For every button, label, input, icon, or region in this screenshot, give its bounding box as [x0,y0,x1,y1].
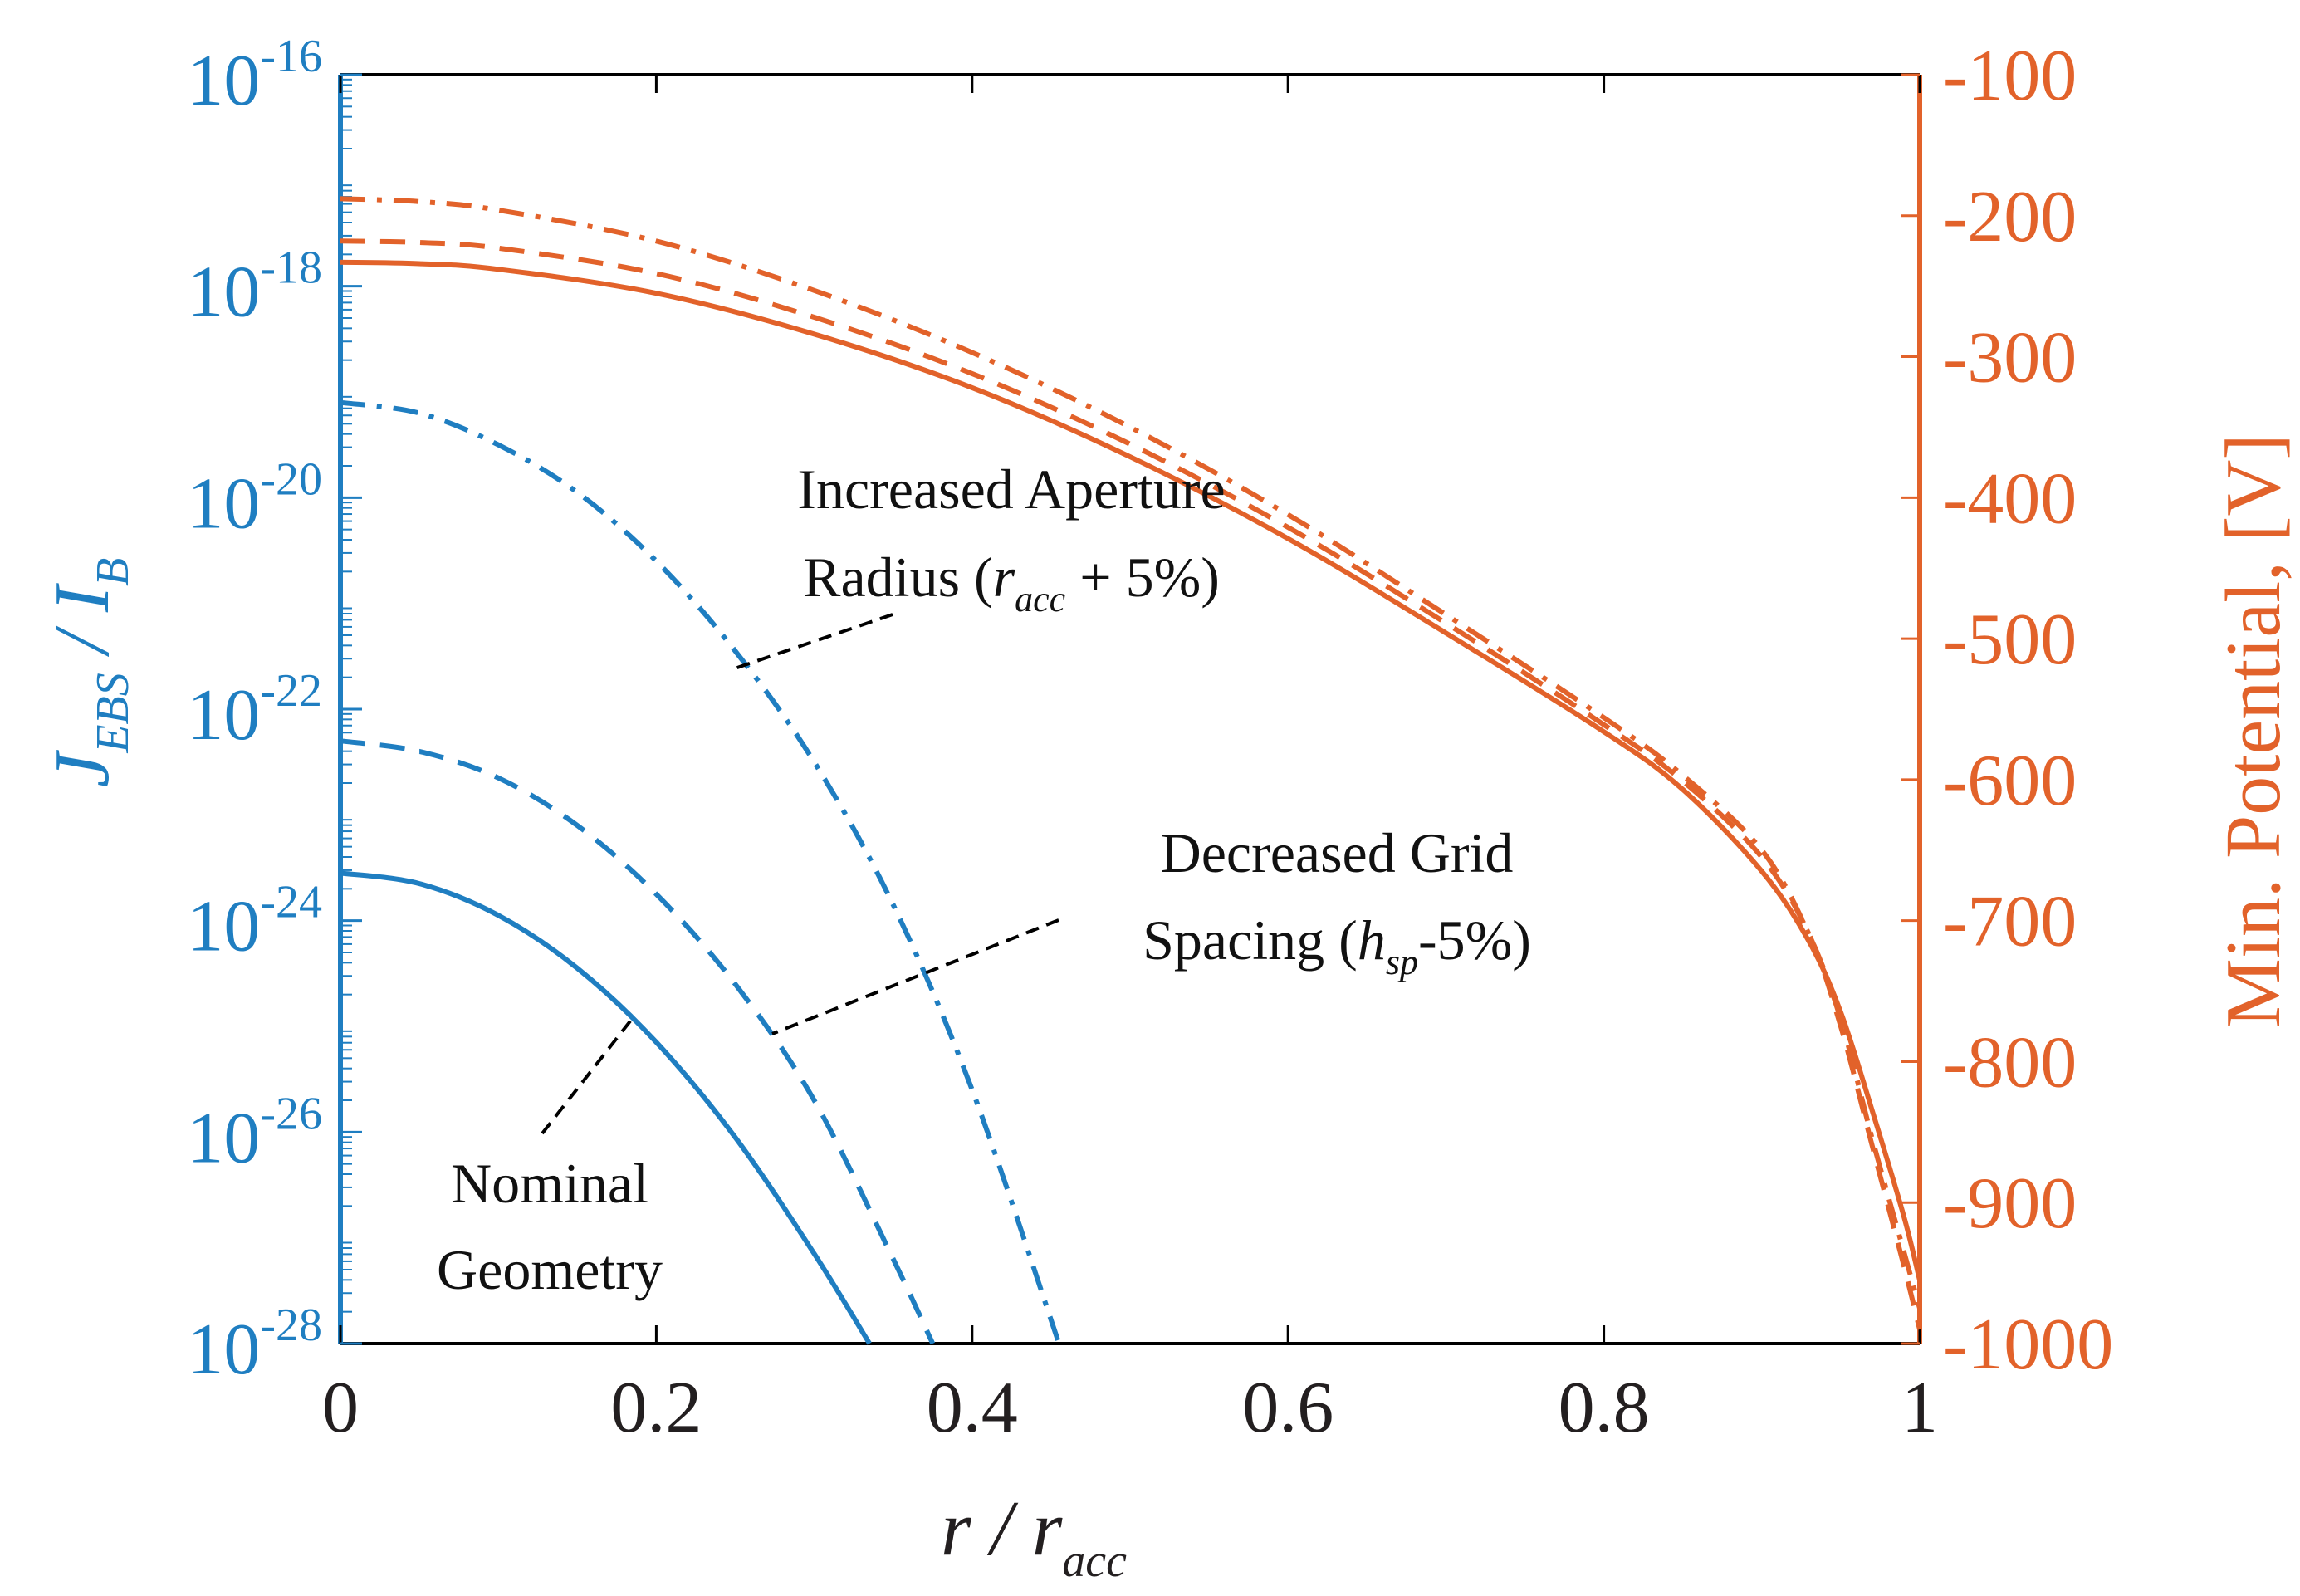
left-tick-exponent: -24 [260,877,322,928]
annotation-aperture-line1: Increased Aperture [797,458,1225,521]
x-axis-title-main: r / r [941,1486,1063,1572]
annotation-aperture-text-d: + 5%) [1065,546,1220,609]
x-tick-label: 0.2 [610,1368,702,1448]
left-tick-exponent: -28 [260,1300,322,1351]
right-tick-label: -400 [1943,458,2077,539]
left-tick-base: 10 [187,252,260,333]
annotation-aperture-sub: acc [1015,579,1066,619]
series-left-dashed-line [340,738,936,1345]
right-tick-label: -200 [1943,177,2077,257]
left-tick-label: 10-16 [187,31,322,121]
left-tick-base: 10 [187,887,260,967]
annotation-aperture-line2: Radius (racc + 5%) [803,546,1220,619]
annotation-aperture: Increased Aperture Radius (racc + 5%) [797,458,1225,619]
left-tick-base: 10 [187,675,260,756]
y-left-title-sub2: B [87,558,139,586]
x-tick-label: 0.8 [1559,1368,1650,1448]
right-tick-label: -300 [1943,318,2077,399]
annotation-spacing-text-a: Spacing ( [1143,908,1358,972]
y-left-title-J: J [39,749,125,787]
series-right-dash-dot-line [340,196,1922,1310]
left-tick-label: 10-18 [187,242,322,333]
left-tick-label: 10-24 [187,877,322,967]
right-tick-label: -600 [1943,741,2077,821]
left-tick-exponent: -16 [260,31,322,82]
y-left-title-mid: / I [39,583,125,673]
annotation-spacing-text-d: -5%) [1418,908,1531,972]
x-tick-label: 0.4 [927,1368,1018,1448]
left-tick-base: 10 [187,41,260,121]
right-tick-label: -100 [1943,36,2077,116]
x-tick-labels: 0 0.2 0.4 0.6 0.8 1 [322,1368,1938,1448]
y-left-title-sub1: EBS [87,673,139,753]
left-tick-exponent: -26 [260,1088,322,1139]
y-right-axis-title: Min. Potential, [V] [2210,433,2297,1027]
annotation-spacing-line1: Decreased Grid [1161,821,1514,884]
left-tick-base: 10 [187,463,260,544]
annotation-spacing-sub: sp [1386,942,1418,982]
annotation-spacing: Decreased Grid Spacing (hsp-5%) [1143,821,1531,982]
left-tick-label: 10-28 [187,1300,322,1390]
annotation-aperture-text-a: Radius ( [803,546,993,609]
series-left-solid-line [340,870,872,1345]
annotation-nominal: Nominal Geometry [437,1152,663,1301]
left-tick-exponent: -20 [260,453,322,505]
left-tick-base: 10 [187,1098,260,1178]
x-axis-title: r / racc [941,1486,1127,1587]
x-tick-label: 0.6 [1242,1368,1334,1448]
x-tick-label: 0 [322,1368,359,1448]
right-tick-label: -1000 [1943,1305,2113,1385]
left-tick-label: 10-22 [187,665,322,756]
annotation-leaders [541,613,1059,1135]
leader-spacing [771,918,1059,1035]
series-layer [340,196,1922,1345]
x-tick-label: 1 [1901,1368,1938,1448]
left-tick-base: 10 [187,1310,260,1390]
left-tick-exponent: -18 [260,242,322,294]
annotation-nominal-line2: Geometry [437,1238,663,1301]
right-tick-label: -500 [1943,600,2077,680]
x-axis-title-subscript: acc [1062,1535,1127,1587]
right-tick-labels: -100 -200 -300 -400 -500 -600 -700 -800 -900 -100… [1943,36,2113,1385]
right-tick-label: -900 [1943,1163,2077,1244]
left-tick-label: 10-26 [187,1088,322,1178]
y-left-axis-title: JEBS / IB [39,558,139,788]
annotation-aperture-r: r [993,546,1015,609]
right-tick-label: -700 [1943,882,2077,962]
leader-nominal [541,1013,637,1135]
series-left-dash-dot-line [340,399,1062,1344]
left-tick-label: 10-20 [187,453,322,544]
annotation-spacing-line2: Spacing (hsp-5%) [1143,908,1531,982]
left-tick-exponent: -22 [260,665,322,717]
annotation-spacing-h: h [1358,908,1386,972]
leader-aperture [734,613,893,670]
series-right-solid-line [340,259,1922,1281]
axis-major-ticks [339,73,1921,1345]
annotation-nominal-line1: Nominal [451,1152,648,1215]
right-tick-label: -800 [1943,1022,2077,1103]
